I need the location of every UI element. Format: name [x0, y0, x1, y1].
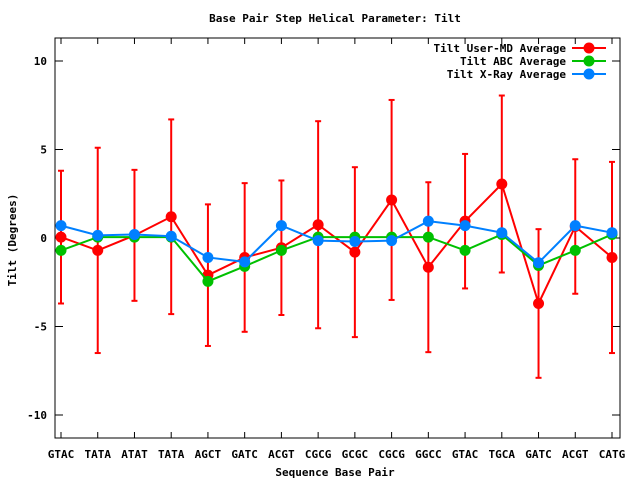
data-point	[569, 220, 581, 232]
data-point	[569, 244, 581, 256]
data-point	[202, 275, 214, 287]
legend-marker	[583, 68, 595, 80]
data-point	[422, 261, 434, 273]
x-tick-label: GTAC	[452, 448, 479, 461]
x-tick-label: GTAC	[48, 448, 75, 461]
data-point	[165, 230, 177, 242]
data-point	[128, 228, 140, 240]
data-point	[55, 231, 67, 243]
series-line	[60, 182, 613, 307]
data-point	[386, 235, 398, 247]
y-tick-label: -5	[34, 320, 47, 333]
data-point	[459, 220, 471, 232]
data-point	[202, 251, 214, 263]
chart-title: Base Pair Step Helical Parameter: Tilt	[209, 12, 461, 25]
y-axis-label: Tilt (Degrees)	[6, 194, 19, 287]
y-tick-label: 5	[40, 144, 47, 157]
x-tick-label: CGCG	[305, 448, 332, 461]
x-tick-label: ACGT	[268, 448, 295, 461]
x-tick-label: AGCT	[195, 448, 222, 461]
y-tick-label: 10	[34, 55, 47, 68]
x-tick-label: ATAT	[121, 448, 148, 461]
data-point	[422, 231, 434, 243]
data-point	[275, 244, 287, 256]
legend-marker	[583, 42, 595, 54]
x-tick-label: GATC	[525, 448, 552, 461]
data-point	[422, 215, 434, 227]
series-line	[60, 233, 613, 283]
y-tick-label: 0	[40, 232, 47, 245]
x-tick-label: TGCA	[489, 448, 516, 461]
data-point	[533, 257, 545, 269]
data-point	[496, 178, 508, 190]
legend-label: Tilt ABC Average	[460, 55, 566, 68]
data-point	[386, 194, 398, 206]
data-point	[606, 227, 618, 239]
series-line	[60, 220, 613, 265]
x-tick-label: CGCG	[378, 448, 405, 461]
data-point	[275, 220, 287, 232]
y-tick-label: -10	[27, 409, 47, 422]
data-point	[55, 220, 67, 232]
data-point	[349, 236, 361, 248]
x-axis-label: Sequence Base Pair	[275, 466, 395, 479]
data-point	[92, 244, 104, 256]
data-point	[312, 235, 324, 247]
x-tick-label: TATA	[84, 448, 111, 461]
x-tick-label: CATG	[599, 448, 626, 461]
series-2	[55, 215, 618, 269]
legend-marker	[583, 55, 595, 67]
data-point	[496, 227, 508, 239]
x-tick-label: GCGC	[342, 448, 369, 461]
data-point	[606, 251, 618, 263]
x-tick-label: GGCC	[415, 448, 442, 461]
legend-label: Tilt User-MD Average	[434, 42, 567, 55]
data-point	[239, 256, 251, 268]
data-point	[165, 211, 177, 223]
x-tick-label: TATA	[158, 448, 185, 461]
x-tick-label: GATC	[231, 448, 258, 461]
data-point	[459, 244, 471, 256]
data-point	[533, 297, 545, 309]
data-point	[92, 229, 104, 241]
legend-label: Tilt X-Ray Average	[447, 68, 567, 81]
data-point	[55, 244, 67, 256]
data-point	[349, 246, 361, 258]
data-point	[312, 219, 324, 231]
x-tick-label: ACGT	[562, 448, 589, 461]
